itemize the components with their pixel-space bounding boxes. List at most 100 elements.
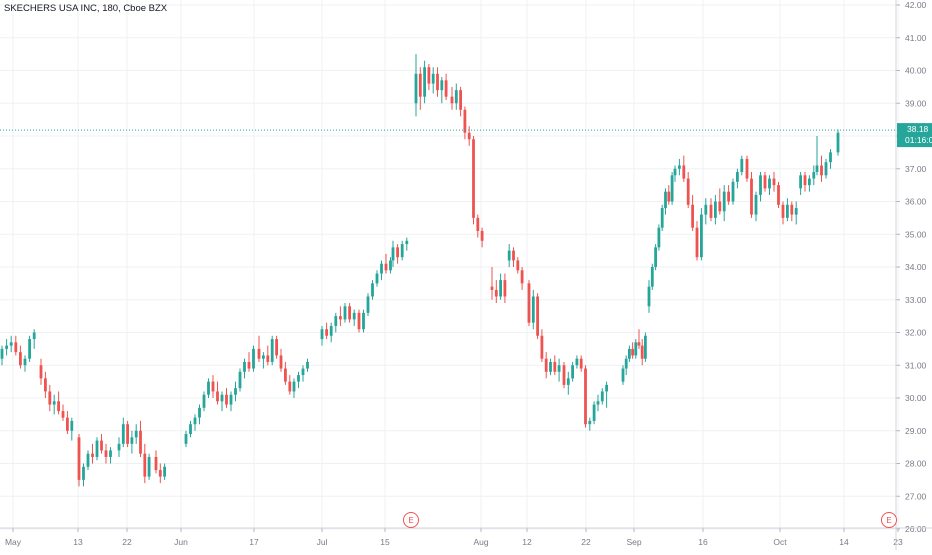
candle: [750, 172, 753, 218]
candle: [126, 420, 129, 448]
candle-body: [777, 185, 780, 205]
candle-body: [82, 466, 85, 480]
candle: [48, 384, 52, 412]
x-tick-label: Sep: [626, 537, 641, 547]
candle-body: [380, 263, 383, 274]
candle: [579, 355, 583, 372]
candle-body: [126, 424, 129, 444]
candle-body: [763, 175, 767, 189]
candle: [225, 388, 228, 408]
candle: [389, 257, 392, 274]
candle-body: [503, 280, 507, 297]
candle: [143, 443, 147, 484]
candle-body: [234, 388, 237, 395]
candle: [427, 63, 431, 91]
candle-body: [490, 286, 494, 290]
candle: [531, 289, 535, 330]
candle-body: [297, 375, 300, 382]
candle-body: [657, 227, 661, 248]
candle-body: [329, 325, 333, 336]
candle-body: [348, 306, 351, 320]
candle-body: [664, 191, 667, 209]
candle-body: [527, 283, 531, 323]
candle-body: [579, 358, 583, 369]
candle-body: [750, 178, 753, 215]
candle-body: [815, 165, 819, 173]
candle: [704, 198, 708, 225]
candle: [28, 335, 31, 362]
y-tick-label: 34.00: [905, 262, 927, 272]
candle-body: [100, 440, 103, 451]
candle: [494, 280, 498, 304]
candle-body: [275, 339, 278, 356]
candle-body: [427, 67, 431, 84]
candle: [61, 404, 65, 421]
candle: [284, 361, 287, 385]
candle-body: [9, 342, 13, 346]
y-tick-label: 27.00: [905, 491, 927, 501]
candle-body: [0, 348, 4, 359]
candle: [348, 303, 351, 323]
candle: [163, 463, 166, 480]
candle: [440, 77, 444, 104]
candle-body: [700, 214, 703, 258]
candle-body: [418, 73, 422, 97]
candle-body: [562, 365, 566, 385]
candle-body: [704, 204, 708, 215]
candle: [130, 430, 134, 454]
candle-body: [540, 335, 544, 359]
candle: [571, 361, 574, 382]
candle-body: [270, 339, 274, 362]
candle-body: [824, 162, 828, 176]
candle: [238, 368, 242, 392]
candle-body: [660, 208, 664, 228]
candle: [198, 404, 201, 425]
candle: [512, 247, 515, 267]
candle-body: [266, 355, 270, 362]
candle: [503, 273, 507, 304]
candle-body: [772, 178, 776, 186]
candle: [605, 381, 608, 408]
candle-body: [48, 391, 52, 405]
candle-body: [362, 312, 365, 330]
candle: [812, 165, 816, 186]
candle: [709, 198, 713, 222]
candle-body: [306, 361, 309, 369]
candle: [375, 270, 379, 287]
x-tick-label: Jun: [174, 537, 188, 547]
candle-body: [628, 348, 631, 359]
earnings-marker-icon[interactable]: [403, 512, 419, 528]
x-tick-label: May: [5, 537, 22, 547]
earnings-marker-icon[interactable]: [881, 512, 897, 528]
candle-body: [189, 424, 192, 435]
candle-body: [790, 204, 794, 215]
candle: [824, 158, 828, 179]
candle-body: [320, 329, 324, 340]
candle-body: [624, 358, 628, 369]
candle: [480, 227, 484, 248]
candle: [682, 155, 686, 182]
candle-body: [86, 453, 90, 467]
candle: [637, 329, 641, 349]
candle-body: [91, 453, 94, 457]
candle: [596, 394, 600, 412]
candle-body: [77, 437, 81, 480]
candle: [431, 67, 435, 94]
candle: [357, 309, 361, 333]
candle: [444, 73, 448, 100]
candle-body: [158, 470, 162, 477]
candle: [454, 83, 458, 110]
candle: [673, 165, 677, 182]
candle-body: [553, 361, 557, 372]
candle-body: [454, 90, 458, 104]
candle-body: [531, 296, 535, 323]
candle: [288, 375, 292, 395]
candle: [763, 172, 767, 192]
candle-body: [571, 365, 574, 379]
candle-body: [740, 158, 744, 173]
x-tick-label: 16: [698, 537, 708, 547]
candle: [320, 325, 324, 346]
candle-body: [243, 361, 246, 372]
